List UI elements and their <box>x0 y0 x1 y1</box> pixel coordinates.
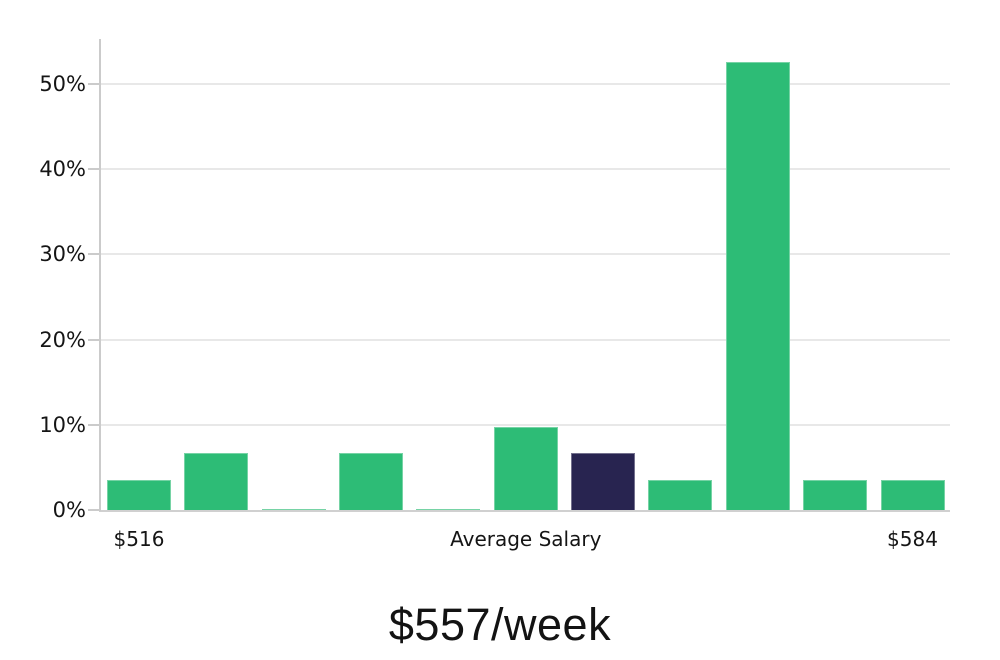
bar <box>261 508 326 510</box>
y-tick-label: 40% <box>39 157 86 182</box>
highlighted-bar <box>571 452 636 510</box>
x-tick-label: Average Salary <box>450 527 602 551</box>
gridline <box>101 168 950 171</box>
bar <box>416 508 481 510</box>
chart-caption: $557/week <box>388 599 612 650</box>
gridline <box>101 423 950 426</box>
y-axis-tick <box>88 338 101 341</box>
bar <box>880 480 945 510</box>
bar <box>803 480 868 510</box>
y-tick-label: 50% <box>39 72 86 97</box>
y-tick-label: 20% <box>39 327 86 352</box>
y-tick-label: 0% <box>52 498 86 522</box>
y-axis-tick <box>88 168 101 171</box>
x-tick-label: $516 <box>113 527 165 551</box>
y-axis-tick <box>88 83 101 86</box>
y-axis-tick <box>88 253 101 256</box>
bar <box>107 480 171 510</box>
gridline <box>101 338 950 341</box>
bar <box>648 480 713 510</box>
y-tick-label: 30% <box>39 242 86 267</box>
gridline <box>101 83 950 86</box>
bar <box>339 452 404 510</box>
bar <box>725 62 790 510</box>
y-axis-tick <box>88 423 101 426</box>
y-axis-tick <box>88 509 101 511</box>
gridline <box>101 253 950 256</box>
bar <box>493 426 558 510</box>
plot-area <box>99 39 950 512</box>
y-tick-label: 10% <box>39 412 86 437</box>
bar <box>184 452 249 510</box>
x-tick-label: $584 <box>887 527 938 551</box>
